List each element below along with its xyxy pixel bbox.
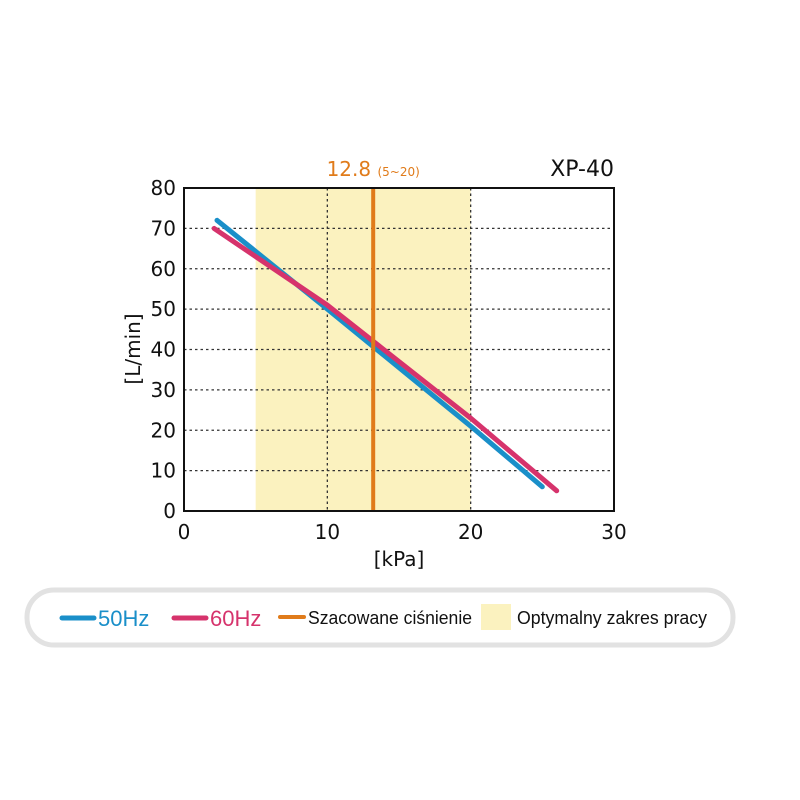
y-tick-label: 60 xyxy=(151,257,176,281)
series-line-60hz xyxy=(211,225,560,494)
x-axis-label: [kPa] xyxy=(374,547,425,571)
y-axis-label: [L/min] xyxy=(121,313,145,384)
estimated-pressure-range: (5~20) xyxy=(377,165,419,179)
x-tick-label: 20 xyxy=(458,520,483,544)
legend-label-60hz: 60Hz xyxy=(210,606,261,631)
legend-box xyxy=(24,587,736,648)
legend-label-50hz: 50Hz xyxy=(98,606,149,631)
legend-swatch-optimal-range xyxy=(481,604,511,630)
plot-frame xyxy=(183,187,615,512)
series-line-50hz xyxy=(214,217,545,490)
legend-label-optimal-range: Optymalny zakres pracy xyxy=(517,608,707,628)
optimal-range-band xyxy=(255,188,471,511)
x-tick-label: 0 xyxy=(178,520,191,544)
legend: 50Hz 60Hz Szacowane ciśnienie Optymalny … xyxy=(24,587,736,648)
y-tick-label: 50 xyxy=(151,297,176,321)
x-tick-label: 30 xyxy=(601,520,626,544)
y-tick-label: 70 xyxy=(151,216,176,240)
x-tick-label: 10 xyxy=(315,520,340,544)
y-tick-label: 10 xyxy=(151,459,176,483)
model-label: XP-40 xyxy=(550,157,614,182)
estimated-pressure-label: 12.8 (5~20) xyxy=(327,157,420,181)
estimated-pressure-value: 12.8 xyxy=(327,157,378,181)
y-tick-label: 80 xyxy=(151,176,176,200)
y-tick-label: 20 xyxy=(151,418,176,442)
y-tick-label: 0 xyxy=(163,499,176,523)
legend-label-estimated-pressure: Szacowane ciśnienie xyxy=(308,608,472,628)
y-tick-label: 40 xyxy=(151,338,176,362)
y-tick-label: 30 xyxy=(151,378,176,402)
